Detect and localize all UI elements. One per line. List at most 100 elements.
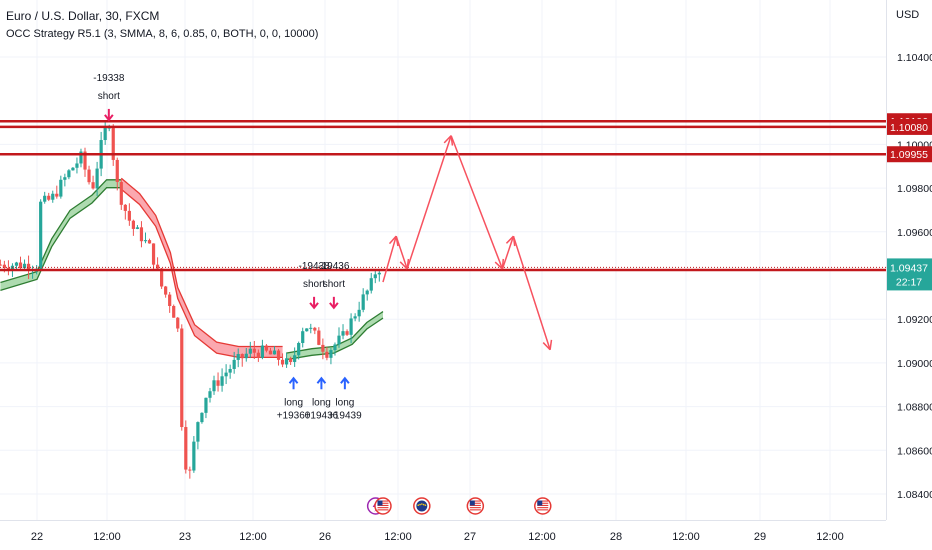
candle-body [232, 359, 236, 369]
candle-body [317, 330, 321, 345]
us-flag-icon[interactable] [534, 497, 552, 515]
long-arrowhead-icon [288, 376, 299, 384]
long-arrowhead-icon [340, 376, 350, 384]
candle-body [276, 350, 281, 360]
price-tick-label: 1.09600 [897, 227, 932, 239]
us-flag-icon[interactable] [374, 497, 392, 515]
candle-body [208, 391, 212, 398]
signal-value-label: -19438 [299, 261, 331, 272]
projection-arrowhead [549, 339, 553, 350]
candle-body [264, 345, 269, 351]
strategy-legend[interactable]: OCC Strategy R5.1 (3, SMMA, 8, 6, 0.85, … [6, 28, 319, 40]
bar-countdown-label: 22:17 [896, 276, 922, 288]
price-tick-label: 1.10400 [897, 52, 932, 64]
candle-body [111, 127, 115, 160]
candle-body [345, 331, 349, 335]
candle-body [240, 354, 244, 359]
signal-value-label: +19360 [277, 410, 311, 421]
level-price-label: 1.09955 [890, 149, 928, 161]
candle-body [59, 179, 63, 197]
projection-arrowhead [505, 235, 514, 244]
candle-body [10, 265, 15, 271]
signal-type-label: long [312, 397, 331, 408]
candle-body [252, 348, 256, 353]
us-flag-stripe [377, 504, 389, 506]
world-flag-star [421, 503, 423, 505]
candle-body [79, 151, 83, 164]
us-flag-canton [469, 500, 475, 506]
us-flag-icon[interactable] [466, 497, 485, 515]
candle-body [224, 372, 228, 377]
signal-type-label: short [303, 279, 325, 290]
candle-body [192, 441, 196, 471]
candle-body [333, 344, 337, 351]
candle-body [119, 182, 123, 205]
price-tick-label: 1.08400 [897, 489, 932, 501]
candle-body [280, 359, 285, 365]
us-flag-stripe [469, 500, 481, 502]
candles [0, 122, 381, 479]
candle-body [2, 264, 6, 268]
price-tick-label: 1.08800 [897, 402, 932, 414]
time-tick-label: 22 [31, 531, 43, 543]
us-flag-stripe [377, 502, 389, 504]
candle-body [184, 427, 188, 470]
signal-value-label: -19338 [93, 73, 125, 84]
candle-body [297, 342, 301, 356]
us-flag-stripe [469, 507, 481, 509]
candle-body [188, 469, 192, 471]
time-tick-label: 12:00 [239, 531, 267, 543]
world-flag-icon[interactable] [413, 497, 431, 515]
candle-body [377, 272, 381, 275]
signal-type-label: short [98, 91, 120, 102]
candle-body [349, 318, 353, 335]
candle-body [204, 397, 208, 413]
signal-value-label: +19439 [328, 410, 362, 421]
projection-segment [512, 235, 551, 351]
candle-body [55, 193, 59, 197]
candle-body [0, 264, 2, 266]
candle-body [289, 358, 293, 362]
candle-body [83, 151, 87, 170]
projection-path [382, 135, 553, 351]
us-flag-stripe [469, 504, 481, 506]
short-arrowhead-icon [329, 302, 339, 310]
candle-body [131, 220, 135, 229]
candle-body [361, 294, 365, 310]
current-price-label: 1.09437 [890, 262, 928, 274]
candle-body [135, 227, 140, 229]
signal-type-label: short [323, 279, 345, 290]
signal-type-label: long [335, 397, 354, 408]
candle-body [75, 163, 79, 168]
short-arrowhead-icon [104, 114, 114, 122]
level-price-tag [887, 118, 932, 135]
candle-body [284, 358, 289, 365]
projection-segment [406, 135, 452, 270]
candle-body [196, 422, 200, 442]
time-tick-label: 26 [319, 531, 331, 543]
us-flag-canton [377, 500, 383, 506]
candle-body [216, 380, 220, 386]
candle-body [293, 355, 297, 362]
candle-body [212, 380, 216, 392]
symbol-title[interactable]: Euro / U.S. Dollar, 30, FXCM [6, 9, 160, 23]
candle-body [272, 350, 277, 355]
candle-body [365, 290, 369, 295]
us-flag-stripe [537, 502, 549, 504]
candle-body [127, 210, 131, 221]
candle-body [103, 128, 107, 141]
candle-body [313, 327, 317, 331]
candle-body [305, 328, 309, 332]
projection-arrowhead [443, 135, 452, 144]
time-tick-label: 27 [464, 531, 476, 543]
candle-body [168, 294, 172, 306]
signal-value-label: -19436 [318, 261, 350, 272]
candle-body [357, 309, 361, 317]
time-tick-label: 12:00 [384, 531, 412, 543]
projection-arrowhead [399, 261, 408, 270]
time-tick-label: 23 [179, 531, 191, 543]
fast-band-lower [0, 187, 122, 292]
us-flag-canton [537, 500, 543, 506]
